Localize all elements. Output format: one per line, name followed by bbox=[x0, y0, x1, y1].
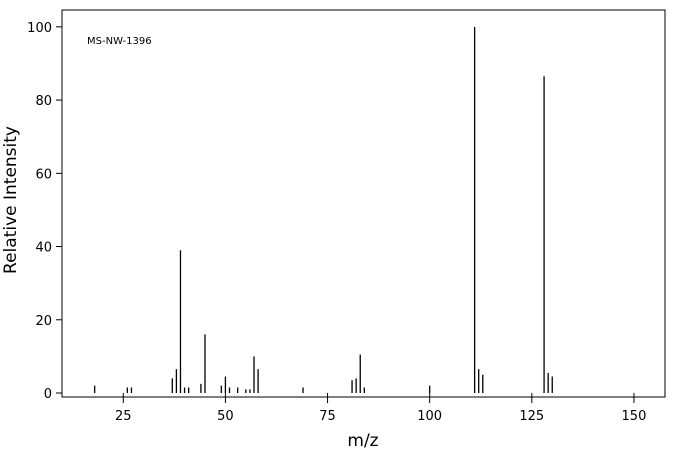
y-tick-label: 80 bbox=[35, 94, 52, 109]
x-tick-label: 150 bbox=[622, 409, 647, 424]
x-tick-label: 75 bbox=[319, 409, 336, 424]
annotation: MS-NW-1396 bbox=[87, 36, 152, 47]
x-tick-label: 100 bbox=[417, 409, 442, 424]
y-tick-label: 20 bbox=[35, 314, 52, 329]
y-axis-label: Relative Intensity bbox=[1, 126, 21, 274]
y-tick-label: 40 bbox=[35, 241, 52, 256]
x-tick-label: 50 bbox=[217, 409, 234, 424]
plot-frame bbox=[61, 9, 666, 398]
x-tick-label: 125 bbox=[519, 409, 544, 424]
y-tick-label: 60 bbox=[35, 167, 52, 182]
y-tick-label: 0 bbox=[44, 387, 52, 402]
y-tick-label: 100 bbox=[27, 21, 52, 36]
x-tick-label: 25 bbox=[115, 409, 132, 424]
x-axis-label: m/z bbox=[347, 431, 378, 451]
